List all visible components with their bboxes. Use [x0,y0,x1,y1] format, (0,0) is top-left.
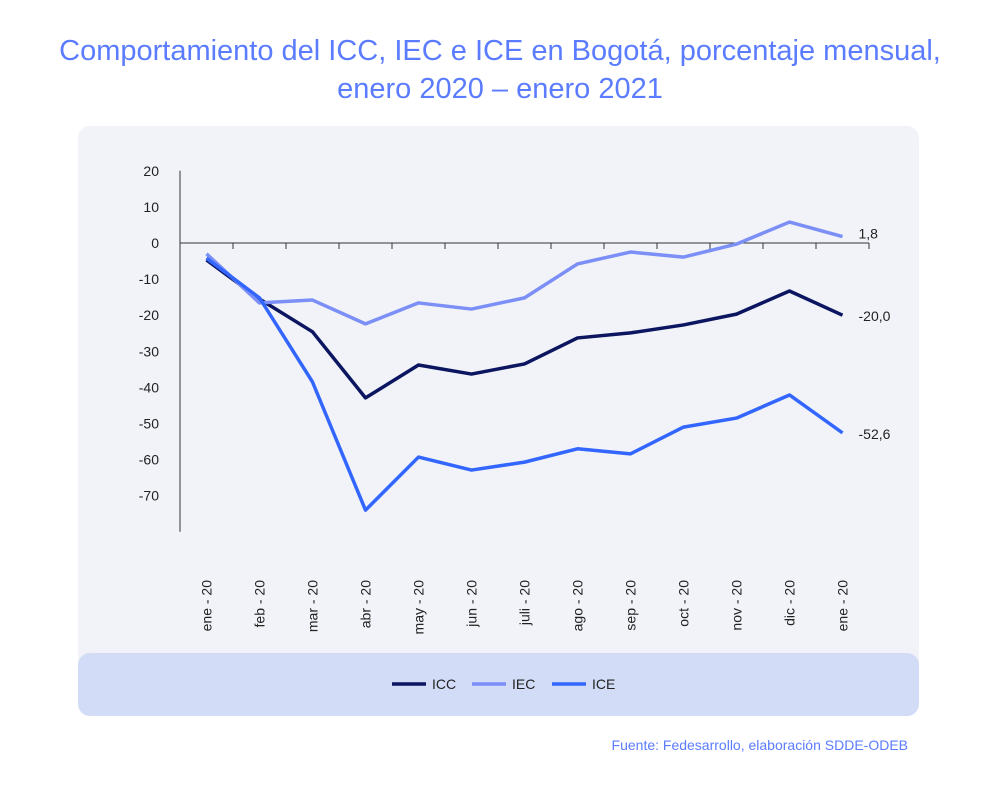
x-tick-label: jun - 20 [464,580,480,628]
x-tick-label: oct - 20 [676,580,692,627]
y-tick-label: 0 [151,235,159,251]
x-tick-label: mar - 20 [305,580,321,632]
x-tick-label: ago - 20 [570,580,586,632]
series-line-icc [205,258,844,400]
legend-label-iec: IEC [512,676,535,692]
y-tick-label: -50 [139,416,159,432]
source-note: Fuente: Fedesarrollo, elaboración SDDE-O… [611,737,908,753]
legend-label-icc: ICC [432,676,456,692]
y-tick-label: -60 [139,452,159,468]
y-tick-label: 10 [143,199,159,215]
x-tick-label: nov - 20 [729,580,745,631]
x-tick-label: may - 20 [411,580,427,635]
x-tick-label: feb - 20 [252,580,268,628]
x-tick-label: sep - 20 [623,580,639,631]
x-tick-label: ene - 20 [199,580,215,632]
x-tick-label: ene - 20 [835,580,851,632]
end-label-iec: 1,8 [859,226,879,242]
plot-panel [78,126,919,716]
y-tick-label: 20 [143,163,159,179]
end-label-ice: -52,6 [859,426,891,442]
x-tick-label: juli - 20 [517,580,533,626]
y-tick-label: -70 [139,488,159,504]
title-line-1: Comportamiento del ICC, IEC e ICE en Bog… [59,35,941,67]
legend-label-ice: ICE [592,676,615,692]
y-tick-label: -30 [139,343,159,359]
y-tick-label: -40 [139,379,159,395]
title-line-2: enero 2020 – enero 2021 [337,73,663,105]
x-tick-label: abr - 20 [358,580,374,628]
end-label-icc: -20,0 [859,308,891,324]
y-tick-label: -10 [139,271,159,287]
y-tick-label: -20 [139,307,159,323]
x-tick-label: dic - 20 [782,580,798,626]
chart-title: Comportamiento del ICC, IEC e ICE en Bog… [0,32,1000,108]
